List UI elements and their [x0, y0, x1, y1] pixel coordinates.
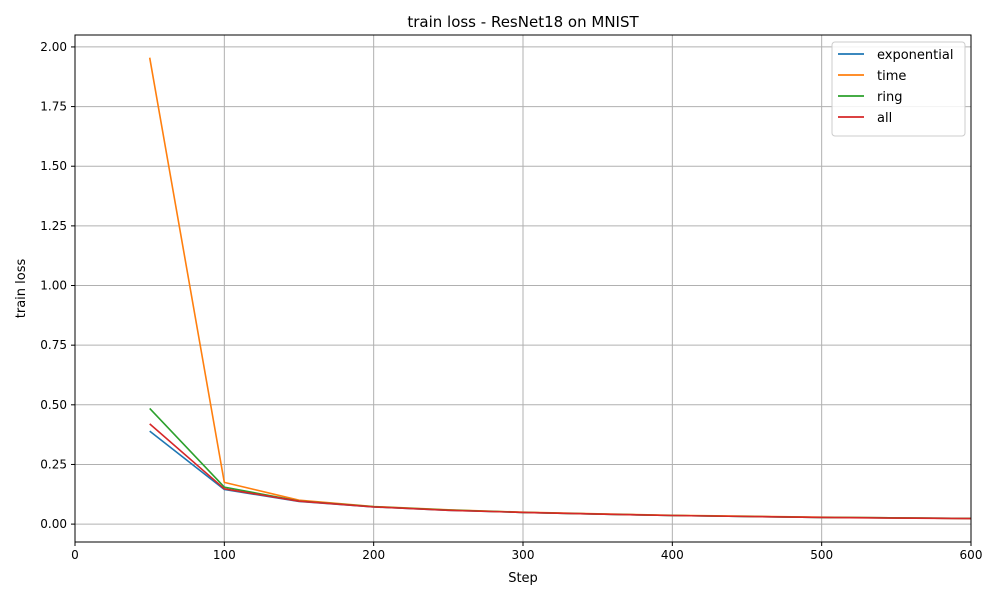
- y-tick-label: 1.00: [40, 279, 67, 293]
- legend-label-all: all: [877, 111, 892, 126]
- x-tick-label: 0: [71, 548, 79, 562]
- series-line-all: [149, 423, 972, 520]
- legend-label-exponential: exponential: [877, 48, 953, 63]
- x-axis-label: Step: [508, 571, 538, 586]
- y-tick-label: 0.50: [40, 398, 67, 412]
- y-tick-label: 1.50: [40, 159, 67, 173]
- y-tick-label: 0.00: [40, 517, 67, 531]
- y-tick-label: 0.75: [40, 338, 67, 352]
- x-tick-label: 500: [810, 548, 833, 562]
- grid-lines: [74, 35, 972, 542]
- x-tick-label: 300: [512, 548, 535, 562]
- legend-label-ring: ring: [877, 90, 902, 105]
- x-tick-label: 100: [213, 548, 236, 562]
- axis-ticks: 0 100 200 300 400 500 600 0.00 0.25 0.50 0.75 1.00 1…: [40, 40, 982, 562]
- y-axis-label: train loss: [14, 259, 29, 319]
- x-tick-label: 400: [661, 548, 684, 562]
- x-tick-label: 200: [362, 548, 385, 562]
- y-tick-label: 2.00: [40, 40, 67, 54]
- y-tick-label: 0.25: [40, 457, 67, 471]
- legend: exponential time ring all: [831, 41, 966, 137]
- y-tick-label: 1.25: [40, 219, 67, 233]
- legend-box: [831, 41, 966, 137]
- x-tick-label: 600: [960, 548, 983, 562]
- series-lines: [148, 57, 972, 520]
- legend-label-time: time: [877, 69, 906, 84]
- y-tick-label: 1.75: [40, 100, 67, 114]
- chart-title: train loss - ResNet18 on MNIST: [407, 13, 639, 31]
